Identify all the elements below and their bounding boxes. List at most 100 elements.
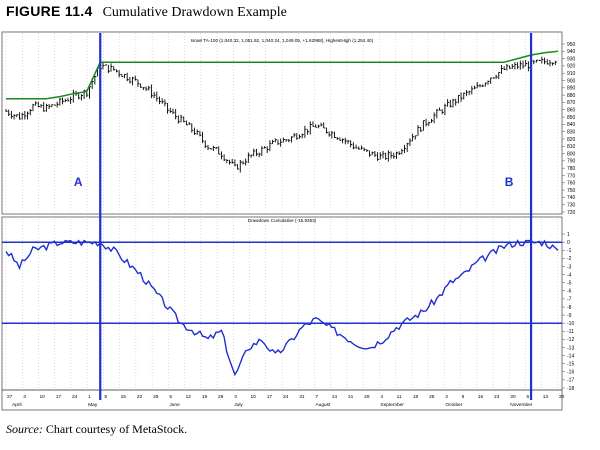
price-tick-label: 910 [567, 71, 576, 77]
drawdown-tick-label: -6 [567, 289, 572, 295]
price-bar [471, 85, 474, 95]
x-day-label: 10 [251, 394, 257, 400]
price-bar [492, 77, 495, 79]
price-bar [231, 158, 234, 164]
x-day-label: 29 [153, 394, 159, 400]
price-bar [220, 151, 224, 160]
x-day-label: 30 [510, 394, 516, 400]
price-bar [382, 150, 385, 159]
price-tick-label: 820 [567, 137, 576, 143]
x-month-label: September [380, 402, 404, 408]
drawdown-reference-lines [2, 241, 562, 324]
price-bar [89, 86, 92, 99]
price-bar [167, 102, 170, 114]
price-bar [425, 118, 428, 127]
price-bar [315, 124, 318, 128]
price-bar [452, 98, 455, 108]
price-bar [13, 114, 16, 120]
price-bar [363, 147, 366, 152]
price-bar [468, 90, 471, 96]
x-day-label: 19 [202, 394, 208, 400]
x-day-label: 31 [299, 394, 305, 400]
price-bar [280, 138, 283, 147]
price-bar [299, 134, 302, 139]
price-bar [336, 137, 339, 140]
price-bar [72, 89, 75, 103]
marker-label: B [505, 175, 514, 189]
price-tick-label: 780 [567, 166, 576, 172]
price-bar [153, 91, 156, 99]
x-month-label: April [12, 402, 22, 408]
price-bar [35, 101, 38, 106]
x-day-label: 18 [413, 394, 419, 400]
price-bar [80, 94, 83, 101]
source-note: Source: Chart courtesy of MetaStock. [6, 422, 187, 437]
price-bar [229, 159, 232, 165]
price-bar [156, 91, 159, 102]
price-bar [436, 109, 439, 119]
figure-caption: Cumulative Drawdown Example [102, 5, 287, 20]
price-bar [172, 108, 175, 115]
price-bar [266, 146, 269, 153]
price-bar [395, 151, 399, 160]
x-day-label: 16 [478, 394, 484, 400]
price-bar [5, 109, 8, 112]
x-month-label: October [445, 402, 462, 408]
x-day-label: 9 [462, 394, 465, 400]
price-bar [218, 146, 221, 155]
price-bar [433, 112, 436, 124]
price-bar [78, 92, 81, 100]
price-bar [484, 82, 487, 87]
price-bar [118, 70, 121, 78]
price-bar [142, 87, 145, 90]
price-bar [412, 133, 415, 142]
price-bar [242, 160, 245, 165]
price-bar [285, 139, 288, 142]
price-bar [16, 114, 19, 118]
price-bar [191, 123, 194, 133]
price-bar [506, 63, 509, 71]
price-bar [387, 150, 390, 162]
price-bar [132, 76, 135, 86]
price-bar [21, 112, 24, 120]
price-bar [317, 124, 320, 129]
price-tick-label: 720 [567, 210, 576, 216]
price-bar [490, 77, 493, 85]
price-bar [261, 146, 264, 157]
price-tick-label: 830 [567, 129, 576, 135]
price-bar [444, 103, 447, 116]
x-day-label: 24 [72, 394, 78, 400]
price-bar [24, 110, 27, 120]
price-bar [358, 146, 361, 150]
drawdown-tick-label: 1 [567, 232, 570, 238]
x-day-label: 3 [234, 394, 237, 400]
xaxis-frame [1, 389, 563, 411]
price-bar [110, 63, 113, 72]
x-day-label: 7 [315, 394, 318, 400]
price-bar [115, 69, 118, 73]
price-bar [449, 99, 452, 108]
price-bar [8, 109, 11, 117]
price-bar [234, 159, 237, 167]
price-bar [169, 107, 172, 113]
price-bar [272, 139, 275, 144]
vertical-gridlines [5, 33, 559, 390]
x-day-label: 28 [364, 394, 370, 400]
price-bar [323, 122, 326, 129]
price-tick-label: 740 [567, 195, 576, 201]
price-tick-label: 900 [567, 78, 576, 84]
price-bar [134, 75, 137, 81]
price-bar [517, 62, 520, 70]
figure-title: FIGURE 11.4 Cumulative Drawdown Example [6, 3, 287, 21]
price-bars [5, 56, 557, 173]
highest-high-line [6, 50, 559, 100]
price-bar [501, 65, 504, 74]
drawdown-tick-label: -4 [567, 272, 572, 278]
drawdown-tick-label: 0 [567, 240, 570, 246]
price-bar [223, 154, 226, 161]
price-bar [398, 151, 401, 156]
price-bar [487, 80, 490, 85]
x-month-label: July [234, 402, 243, 408]
x-day-label: 24 [283, 394, 289, 400]
